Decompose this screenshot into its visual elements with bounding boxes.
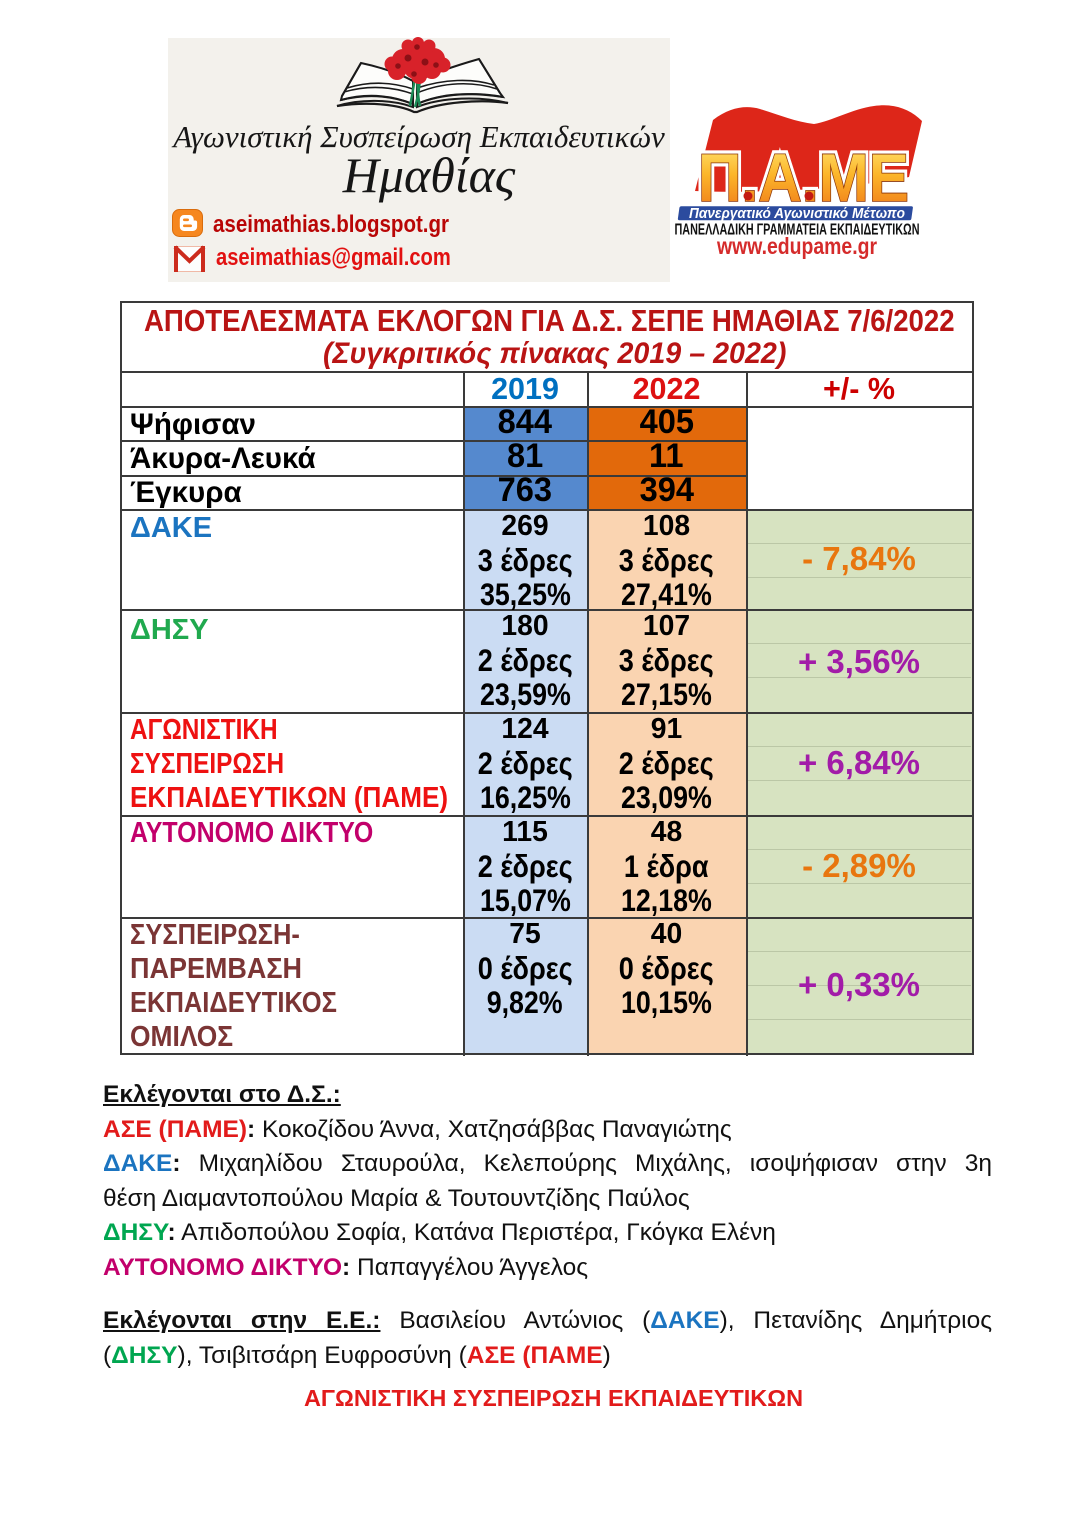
svg-text:Π.Α.ΜΕ: Π.Α.ΜΕ	[698, 140, 909, 216]
svg-text:Πανεργατικό Αγωνιστικό Μέτωπο: Πανεργατικό Αγωνιστικό Μέτωπο	[689, 206, 905, 222]
svg-text:www.edupame.gr: www.edupame.gr	[716, 233, 877, 259]
svg-text:ΠΑΝΕΛΛΑΔΙΚΗ ΓΡΑΜΜΑΤΕΙΑ ΕΚΠΑΙΔΕ: ΠΑΝΕΛΛΑΔΙΚΗ ΓΡΑΜΜΑΤΕΙΑ ΕΚΠΑΙΔΕΥΤΙΚΩΝ	[675, 222, 920, 239]
